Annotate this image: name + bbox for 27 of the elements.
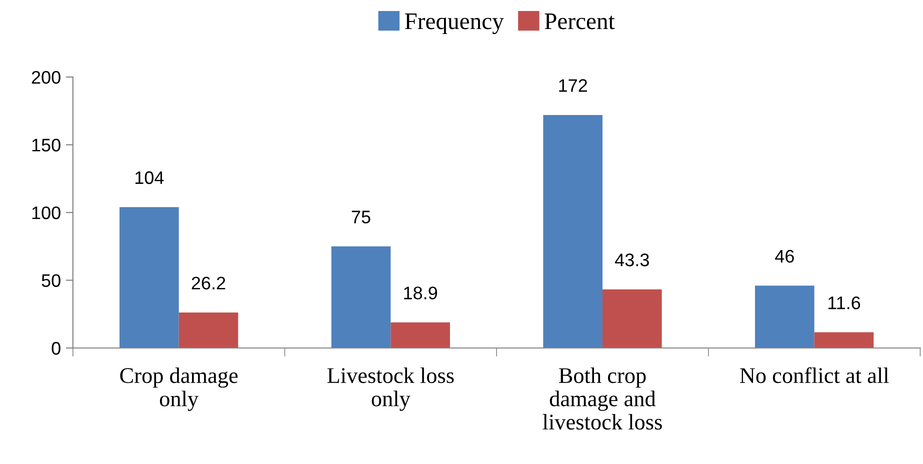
bar xyxy=(331,246,391,348)
legend-label: Frequency xyxy=(404,14,504,34)
y-tick-label: 200 xyxy=(32,70,60,84)
x-tick-label: Crop damage only xyxy=(120,367,238,411)
bar xyxy=(543,114,602,348)
y-tick-label: 0 xyxy=(52,342,60,355)
data-label: 104 xyxy=(135,171,164,184)
bar xyxy=(120,207,179,348)
y-tick-label: 150 xyxy=(32,138,60,152)
data-label: 26.2 xyxy=(192,276,226,290)
data-label: 11.6 xyxy=(828,296,860,310)
x-tick-label: No conflict at all xyxy=(740,367,889,384)
x-tick-label: Livestock loss only xyxy=(327,367,454,411)
x-tick-label: Both crop damage and livestock loss xyxy=(542,367,662,430)
y-tick-label: 50 xyxy=(42,274,60,287)
y-tick-label: 100 xyxy=(32,206,60,220)
data-label: 172 xyxy=(559,79,587,92)
legend-label: Percent xyxy=(544,14,615,30)
bar xyxy=(390,322,450,348)
bar xyxy=(755,286,814,348)
data-label: 43.3 xyxy=(614,254,649,266)
bar xyxy=(602,289,662,348)
bar xyxy=(178,312,238,348)
bar xyxy=(814,332,874,348)
data-label: 18.9 xyxy=(404,286,438,300)
data-label: 46 xyxy=(775,250,794,263)
data-label: 75 xyxy=(352,210,370,224)
